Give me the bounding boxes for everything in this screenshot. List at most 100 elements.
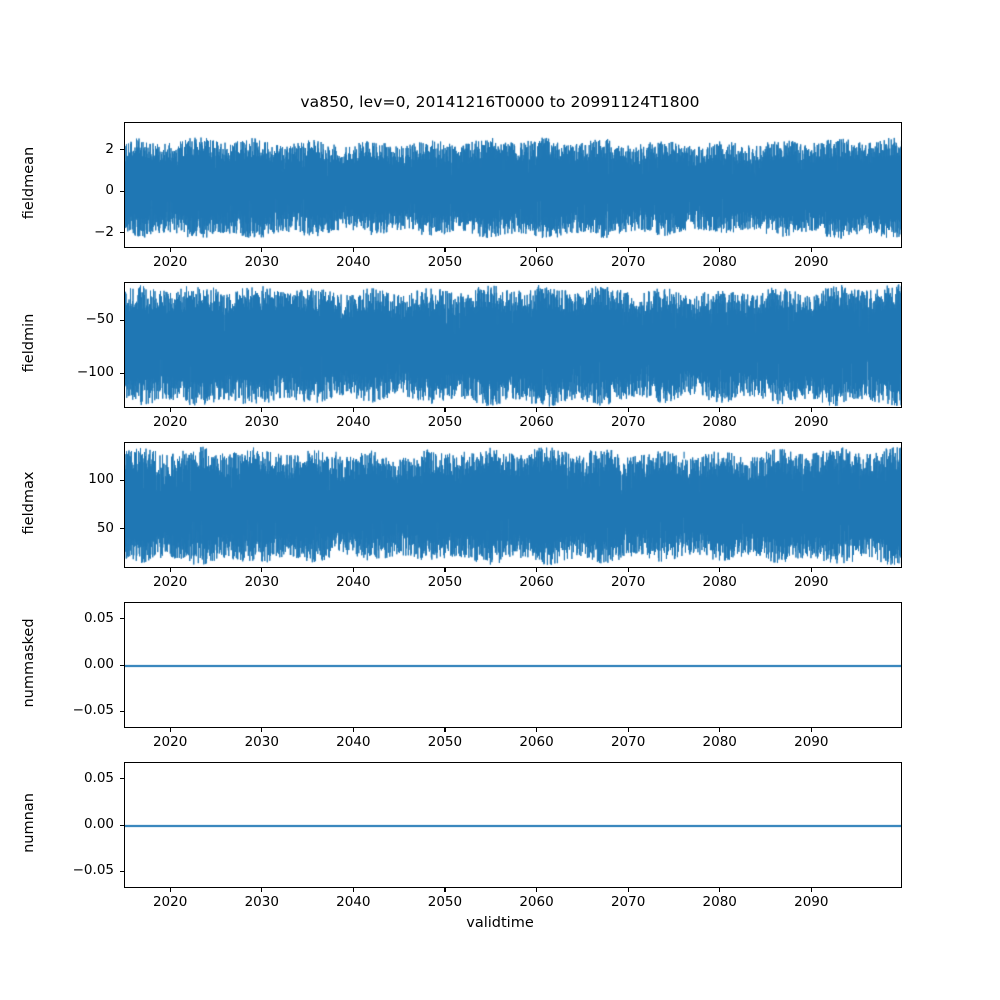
x-tick-label-p2-4: 2060 bbox=[519, 574, 554, 590]
x-tick-label-p1-2: 2040 bbox=[336, 414, 371, 430]
plot-line-nummasked bbox=[125, 603, 901, 727]
x-tick-mark-p1-4 bbox=[536, 408, 538, 412]
axes-fieldmax bbox=[124, 442, 902, 568]
y-tick-label-fieldmean-0: −2 bbox=[94, 223, 114, 240]
figure-title: va850, lev=0, 20141216T0000 to 20991124T… bbox=[300, 93, 700, 111]
y-tick-label-numnan-0: 0.05 bbox=[83, 769, 114, 786]
y-tick-label-nummasked-0: 0.05 bbox=[83, 609, 114, 626]
axes-nummasked bbox=[124, 602, 902, 728]
x-tick-mark-p2-5 bbox=[627, 568, 629, 572]
x-tick-mark-p3-7 bbox=[810, 728, 812, 732]
y-tick-mark-fieldmean-0 bbox=[120, 232, 124, 234]
x-tick-label-p1-5: 2070 bbox=[610, 414, 646, 430]
x-tick-mark-p2-4 bbox=[536, 568, 538, 572]
axes-fieldmean bbox=[124, 122, 902, 248]
x-tick-label-p2-7: 2090 bbox=[794, 574, 829, 590]
x-tick-mark-p2-3 bbox=[444, 568, 446, 572]
y-tick-mark-nummasked-2 bbox=[120, 710, 124, 712]
y-tick-mark-nummasked-0 bbox=[120, 618, 124, 620]
x-tick-label-p3-6: 2080 bbox=[702, 734, 737, 750]
x-tick-label-p3-1: 2030 bbox=[244, 734, 279, 750]
x-tick-mark-p4-0 bbox=[169, 888, 171, 892]
x-tick-mark-p1-5 bbox=[627, 408, 629, 412]
x-tick-label-p1-0: 2020 bbox=[152, 414, 188, 430]
x-tick-mark-p2-0 bbox=[169, 568, 171, 572]
y-tick-label-fieldmin-0: −50 bbox=[85, 311, 115, 328]
y-tick-mark-fieldmean-1 bbox=[120, 190, 124, 192]
x-tick-mark-p0-2 bbox=[352, 248, 354, 252]
x-tick-label-p2-5: 2070 bbox=[610, 574, 646, 590]
x-tick-label-p0-2: 2040 bbox=[336, 254, 371, 270]
x-tick-label-p0-5: 2070 bbox=[610, 254, 646, 270]
axes-fieldmin bbox=[124, 282, 902, 408]
x-tick-mark-p3-1 bbox=[261, 728, 263, 732]
plot-line-fieldmin bbox=[125, 283, 901, 407]
x-tick-label-p3-0: 2020 bbox=[152, 734, 188, 750]
x-axis-label: validtime bbox=[466, 915, 534, 931]
x-tick-mark-p0-5 bbox=[627, 248, 629, 252]
x-tick-mark-p3-0 bbox=[169, 728, 171, 732]
x-tick-label-p2-6: 2080 bbox=[702, 574, 737, 590]
x-tick-label-p3-7: 2090 bbox=[794, 734, 829, 750]
y-tick-label-fieldmean-2: 2 bbox=[105, 140, 114, 157]
x-tick-label-p0-3: 2050 bbox=[427, 254, 463, 270]
x-tick-mark-p4-7 bbox=[810, 888, 812, 892]
y-tick-label-nummasked-2: −0.05 bbox=[72, 702, 114, 719]
x-tick-mark-p1-0 bbox=[169, 408, 171, 412]
x-tick-mark-p3-3 bbox=[444, 728, 446, 732]
x-tick-mark-p1-7 bbox=[810, 408, 812, 412]
y-axis-label-numnan: numnan bbox=[21, 793, 37, 853]
x-tick-mark-p3-4 bbox=[536, 728, 538, 732]
y-tick-label-fieldmean-1: 0 bbox=[105, 182, 114, 199]
x-tick-label-p4-2: 2040 bbox=[336, 894, 371, 910]
x-tick-mark-p2-6 bbox=[719, 568, 721, 572]
x-tick-mark-p2-7 bbox=[810, 568, 812, 572]
x-tick-label-p1-3: 2050 bbox=[427, 414, 463, 430]
x-tick-label-p1-1: 2030 bbox=[244, 414, 279, 430]
x-tick-mark-p1-2 bbox=[352, 408, 354, 412]
x-tick-label-p4-6: 2080 bbox=[702, 894, 737, 910]
x-tick-mark-p0-3 bbox=[444, 248, 446, 252]
y-tick-mark-fieldmin-0 bbox=[120, 319, 124, 321]
x-tick-label-p4-1: 2030 bbox=[244, 894, 279, 910]
x-tick-label-p4-5: 2070 bbox=[610, 894, 646, 910]
x-tick-label-p0-4: 2060 bbox=[519, 254, 554, 270]
y-tick-mark-fieldmean-2 bbox=[120, 149, 124, 151]
x-tick-mark-p0-1 bbox=[261, 248, 263, 252]
y-tick-mark-fieldmin-1 bbox=[120, 372, 124, 374]
x-tick-mark-p3-2 bbox=[352, 728, 354, 732]
x-tick-mark-p4-5 bbox=[627, 888, 629, 892]
axes-numnan bbox=[124, 762, 902, 888]
y-tick-mark-nummasked-1 bbox=[120, 664, 124, 666]
y-tick-label-numnan-2: −0.05 bbox=[72, 862, 114, 879]
x-tick-label-p2-0: 2020 bbox=[152, 574, 188, 590]
x-tick-label-p3-5: 2070 bbox=[610, 734, 646, 750]
y-tick-label-fieldmax-0: 100 bbox=[88, 471, 114, 488]
x-tick-label-p0-6: 2080 bbox=[702, 254, 737, 270]
x-tick-label-p4-4: 2060 bbox=[519, 894, 554, 910]
x-tick-label-p2-2: 2040 bbox=[336, 574, 371, 590]
plot-line-numnan bbox=[125, 763, 901, 887]
y-tick-label-numnan-1: 0.00 bbox=[83, 816, 114, 832]
x-tick-mark-p0-0 bbox=[169, 248, 171, 252]
x-tick-mark-p2-2 bbox=[352, 568, 354, 572]
y-axis-label-fieldmin: fieldmin bbox=[21, 313, 37, 373]
x-tick-label-p3-3: 2050 bbox=[427, 734, 463, 750]
plot-line-fieldmean bbox=[125, 123, 901, 247]
y-tick-mark-numnan-0 bbox=[120, 778, 124, 780]
x-tick-mark-p1-1 bbox=[261, 408, 263, 412]
x-tick-mark-p4-1 bbox=[261, 888, 263, 892]
y-tick-mark-fieldmax-1 bbox=[120, 528, 124, 530]
y-tick-label-fieldmin-1: −100 bbox=[76, 364, 114, 381]
x-tick-label-p1-4: 2060 bbox=[519, 414, 554, 430]
y-tick-mark-numnan-2 bbox=[120, 870, 124, 872]
x-tick-mark-p2-1 bbox=[261, 568, 263, 572]
x-tick-label-p4-3: 2050 bbox=[427, 894, 463, 910]
x-tick-label-p0-1: 2030 bbox=[244, 254, 279, 270]
x-tick-label-p4-0: 2020 bbox=[152, 894, 188, 910]
x-tick-mark-p0-6 bbox=[719, 248, 721, 252]
x-tick-label-p2-1: 2030 bbox=[244, 574, 279, 590]
y-tick-mark-numnan-1 bbox=[120, 824, 124, 826]
x-tick-mark-p3-5 bbox=[627, 728, 629, 732]
